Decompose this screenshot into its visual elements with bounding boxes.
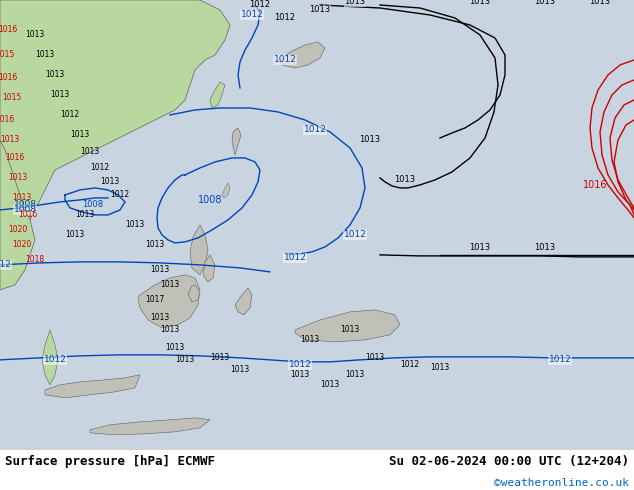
- Text: 1013: 1013: [126, 220, 145, 229]
- Text: 1016: 1016: [0, 25, 18, 34]
- Text: ©weatheronline.co.uk: ©weatheronline.co.uk: [494, 478, 629, 488]
- Text: 1013: 1013: [176, 355, 195, 365]
- Text: 1012: 1012: [240, 10, 264, 20]
- Text: 1013: 1013: [301, 335, 320, 344]
- Text: 1013: 1013: [590, 0, 611, 6]
- Text: 1013: 1013: [346, 370, 365, 379]
- Text: 1012: 1012: [283, 253, 306, 263]
- Text: 1013: 1013: [340, 325, 359, 334]
- Text: 1013: 1013: [13, 194, 32, 202]
- Text: 1015: 1015: [3, 94, 22, 102]
- Text: 1012: 1012: [0, 260, 11, 270]
- Text: 1013: 1013: [75, 210, 94, 220]
- Text: 1013: 1013: [309, 5, 330, 15]
- Text: 1013: 1013: [150, 266, 170, 274]
- Text: 1013: 1013: [230, 366, 250, 374]
- Text: 1008: 1008: [82, 200, 103, 209]
- Polygon shape: [0, 0, 230, 280]
- Text: 1008: 1008: [13, 200, 37, 209]
- Text: 1013: 1013: [359, 135, 380, 145]
- Polygon shape: [190, 225, 208, 275]
- Polygon shape: [210, 82, 225, 108]
- Text: 1013: 1013: [430, 364, 450, 372]
- Text: 1013: 1013: [160, 280, 179, 290]
- Text: 1013: 1013: [394, 175, 415, 184]
- Polygon shape: [295, 310, 400, 342]
- Text: 1013: 1013: [534, 244, 555, 252]
- Text: 1012: 1012: [273, 55, 297, 65]
- Text: 1020: 1020: [13, 241, 32, 249]
- Text: 1013: 1013: [70, 130, 89, 140]
- Polygon shape: [203, 255, 215, 282]
- Text: 1017: 1017: [145, 295, 165, 304]
- Polygon shape: [0, 140, 35, 290]
- Text: 1020: 1020: [8, 225, 28, 234]
- Text: 1013: 1013: [25, 30, 44, 40]
- Text: Surface pressure [hPa] ECMWF: Surface pressure [hPa] ECMWF: [5, 455, 215, 467]
- Polygon shape: [90, 418, 210, 435]
- Text: 1013: 1013: [65, 230, 84, 240]
- Text: 1012: 1012: [344, 230, 366, 240]
- Text: 1013: 1013: [469, 0, 491, 6]
- Text: 1012: 1012: [91, 164, 110, 172]
- Polygon shape: [42, 330, 58, 385]
- Text: 1013: 1013: [344, 0, 366, 6]
- Text: 1012: 1012: [548, 355, 571, 365]
- Text: 1016: 1016: [18, 210, 37, 220]
- Text: 1013: 1013: [50, 91, 70, 99]
- Text: Su 02-06-2024 00:00 UTC (12+204): Su 02-06-2024 00:00 UTC (12+204): [389, 455, 629, 467]
- Polygon shape: [45, 375, 140, 398]
- Text: 1008: 1008: [13, 205, 37, 215]
- Polygon shape: [232, 128, 241, 155]
- Text: 1013: 1013: [365, 353, 385, 363]
- Text: 1016: 1016: [583, 180, 607, 190]
- Text: 1013: 1013: [210, 353, 230, 363]
- Text: 1013: 1013: [46, 71, 65, 79]
- Text: 1012: 1012: [288, 360, 311, 369]
- Text: 1016: 1016: [5, 153, 25, 163]
- Text: 1015: 1015: [0, 50, 15, 59]
- Text: 1012: 1012: [401, 360, 420, 369]
- Text: 1013: 1013: [36, 50, 55, 59]
- Text: 1013: 1013: [81, 147, 100, 156]
- Text: 1016: 1016: [0, 74, 18, 82]
- Text: 1013: 1013: [469, 244, 491, 252]
- Text: 1016: 1016: [0, 116, 15, 124]
- Text: 1013: 1013: [145, 241, 165, 249]
- Polygon shape: [235, 288, 252, 315]
- Text: 1012: 1012: [44, 355, 67, 365]
- Text: 1013: 1013: [160, 325, 179, 334]
- Text: 1013: 1013: [165, 343, 184, 352]
- Text: 1013: 1013: [290, 370, 309, 379]
- Text: 1013: 1013: [8, 173, 28, 182]
- Text: 1012: 1012: [275, 14, 295, 23]
- Polygon shape: [138, 275, 200, 328]
- Text: 1008: 1008: [198, 195, 223, 205]
- Text: 1012: 1012: [110, 191, 129, 199]
- Polygon shape: [222, 183, 230, 198]
- Text: 1018: 1018: [25, 255, 44, 265]
- Text: 1013: 1013: [1, 135, 20, 145]
- Text: 1013: 1013: [150, 314, 170, 322]
- Text: 1013: 1013: [320, 380, 340, 390]
- Polygon shape: [188, 285, 200, 302]
- Text: 1013: 1013: [100, 177, 120, 186]
- Text: 1012: 1012: [304, 125, 327, 134]
- Text: 1012: 1012: [60, 110, 79, 120]
- Text: 1013: 1013: [534, 0, 555, 6]
- Text: 1012: 1012: [250, 0, 271, 9]
- Polygon shape: [280, 42, 325, 68]
